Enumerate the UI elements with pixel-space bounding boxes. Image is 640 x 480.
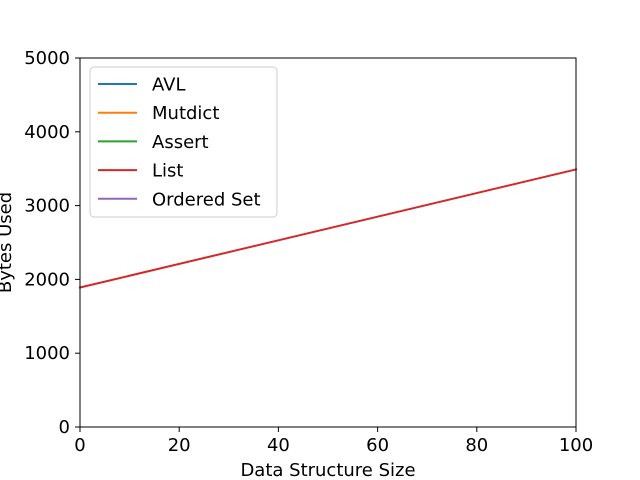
x-tick-label: 0 [74, 435, 85, 456]
x-axis-label: Data Structure Size [240, 460, 415, 480]
legend: AVL Mutdict Assert List Ordered Set [89, 66, 278, 218]
y-tick-label: 4000 [24, 122, 70, 143]
y-tick-label: 2000 [24, 269, 70, 290]
x-tick-label: 20 [168, 435, 191, 456]
series-line-list [78, 168, 578, 289]
y-axis-label: Bytes Used [0, 192, 16, 293]
x-tick-label: 40 [267, 435, 290, 456]
legend-label: List [152, 161, 183, 182]
legend-label: Mutdict [152, 103, 219, 124]
legend-label: Ordered Set [152, 189, 261, 210]
x-tick-label: 80 [465, 435, 488, 456]
x-tick-label: 100 [559, 435, 593, 456]
plot-frame [79, 57, 577, 428]
legend-items: AVL Mutdict Assert List Ordered Set [98, 75, 261, 210]
y-tick-label: 3000 [24, 196, 70, 217]
legend-label: AVL [152, 75, 186, 96]
y-tick-label: 0 [59, 417, 70, 438]
x-tick-label: 60 [366, 435, 389, 456]
legend-box [89, 66, 278, 218]
legend-label: Assert [152, 132, 209, 153]
y-axis-ticks: 0 1000 2000 3000 4000 5000 [24, 48, 80, 438]
y-tick-label: 1000 [24, 343, 70, 364]
series-layer [78, 168, 578, 289]
y-tick-label: 5000 [24, 48, 70, 69]
x-axis-ticks: 0 20 40 60 80 100 [74, 427, 593, 456]
